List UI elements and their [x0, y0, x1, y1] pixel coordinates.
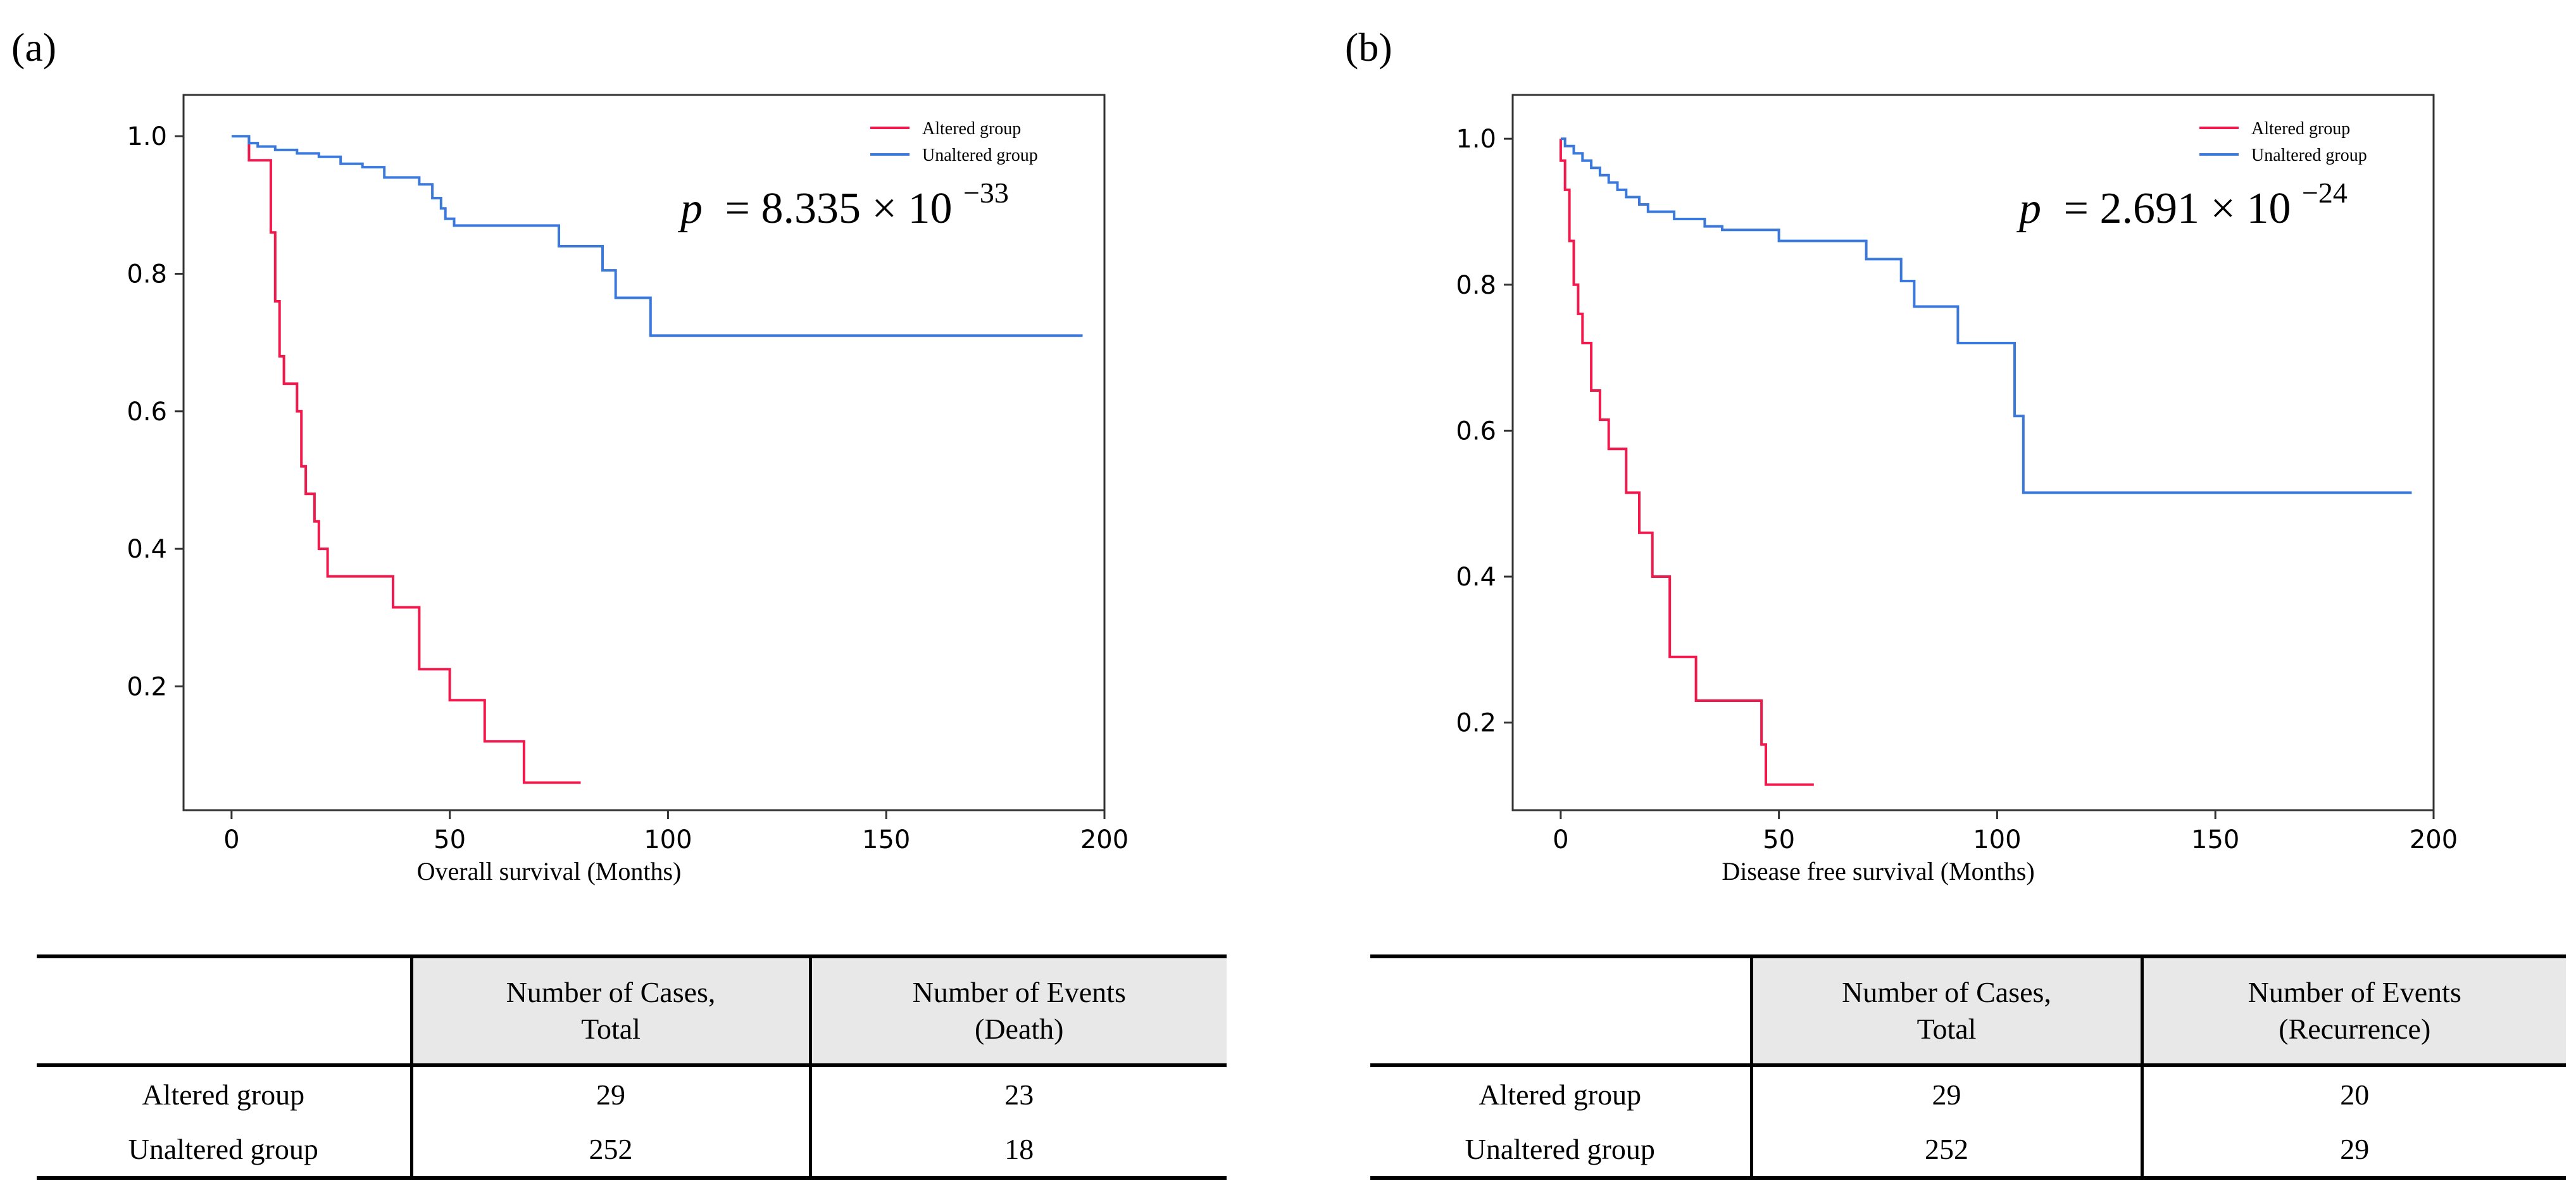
x-tick-label: 50	[434, 825, 466, 854]
x-tick-label: 150	[2191, 825, 2239, 854]
panel-label-a: (a)	[11, 25, 57, 70]
cases-count: 29	[1749, 1065, 2142, 1122]
group-name: Unaltered group	[37, 1122, 411, 1180]
group-name: Altered group	[142, 1078, 305, 1111]
survival-chart-disease-free: 0 50 100 150 200 0.2 0.4 0.6 0.8 1.0 Disease free …	[1456, 94, 2458, 885]
axes-frame	[1511, 94, 2435, 811]
table-row: Unaltered group 252 18	[37, 1122, 1227, 1180]
y-tick-label: 0.4	[1456, 563, 1496, 592]
axes-frame	[182, 94, 1106, 811]
y-tick-label: 0.6	[127, 397, 167, 427]
unaltered-group-curve	[231, 135, 1083, 337]
plot-area: 0 50 100 150 200 0.2 0.4 0.6 0.8 1.0 Disease free …	[1456, 94, 2458, 885]
table-header-row: Number of Cases, Total Number of Events (R…	[1370, 954, 2566, 1067]
p-value-annotation: p = 8.335 × 10 −33	[677, 177, 1009, 233]
unaltered-group-curve	[1560, 137, 2412, 494]
table-row: Unaltered group 252 29	[1370, 1122, 2566, 1180]
legend-label: Unaltered group	[2251, 146, 2367, 165]
events-count: 23	[808, 1065, 1227, 1122]
cases-count: 29	[410, 1065, 810, 1122]
x-axis-label: Disease free survival (Months)	[1722, 857, 2034, 885]
header-empty	[1370, 954, 1751, 1067]
y-tick-label: 0.2	[127, 672, 167, 701]
summary-table-disease-free: Number of Cases, Total Number of Events (R…	[1370, 954, 2566, 1180]
table-row: Altered group 29 23	[37, 1065, 1227, 1122]
legend-label: Altered group	[922, 119, 1021, 139]
y-tick-label: 1.0	[127, 122, 167, 151]
x-tick-label: 100	[644, 825, 692, 854]
table-row: Altered group 29 20	[1370, 1065, 2566, 1122]
header-cases: Number of Cases, Total	[410, 954, 810, 1067]
p-value-annotation: p = 2.691 × 10 −24	[2016, 177, 2348, 233]
y-tick-label: 0.4	[127, 535, 167, 564]
x-tick-label: 100	[1973, 825, 2021, 854]
x-tick-label: 0	[1553, 825, 1568, 854]
legend-label: Altered group	[2251, 119, 2350, 139]
x-tick-label: 50	[1763, 825, 1795, 854]
header-empty	[37, 954, 411, 1067]
panel-label-b: (b)	[1345, 25, 1392, 70]
altered-group-curve	[247, 136, 581, 784]
events-count: 20	[2140, 1065, 2566, 1122]
summary-table-overall: Number of Cases, Total Number of Events (D…	[37, 954, 1227, 1180]
events-count: 18	[808, 1122, 1227, 1180]
group-name: Altered group	[1479, 1078, 1642, 1111]
cases-count: 252	[410, 1122, 810, 1180]
x-axis-label: Overall survival (Months)	[417, 857, 682, 885]
header-cases: Number of Cases, Total	[1749, 954, 2142, 1067]
x-tick-label: 150	[862, 825, 910, 854]
altered-group-curve	[1559, 139, 1814, 786]
x-tick-label: 0	[223, 825, 239, 854]
header-events: Number of Events (Recurrence)	[2140, 954, 2566, 1067]
cases-count: 252	[1749, 1122, 2142, 1180]
table-header-row: Number of Cases, Total Number of Events (D…	[37, 954, 1227, 1067]
survival-chart-overall: 0 50 100 150 200 0.2 0.4 0.6 0.8 1.0 Overall survi…	[127, 94, 1129, 885]
x-tick-label: 200	[2410, 825, 2458, 854]
plot-area: 0 50 100 150 200 0.2 0.4 0.6 0.8 1.0 Overall survi…	[127, 94, 1129, 885]
group-name: Unaltered group	[1370, 1122, 1751, 1180]
y-tick-label: 0.2	[1456, 709, 1496, 738]
legend-label: Unaltered group	[922, 146, 1038, 165]
x-tick-label: 200	[1080, 825, 1129, 854]
y-tick-label: 0.6	[1456, 416, 1496, 446]
y-tick-label: 1.0	[1456, 125, 1496, 154]
events-count: 29	[2140, 1122, 2566, 1180]
y-tick-label: 0.8	[127, 260, 167, 289]
header-events: Number of Events (Death)	[808, 954, 1227, 1067]
y-tick-label: 0.8	[1456, 271, 1496, 300]
